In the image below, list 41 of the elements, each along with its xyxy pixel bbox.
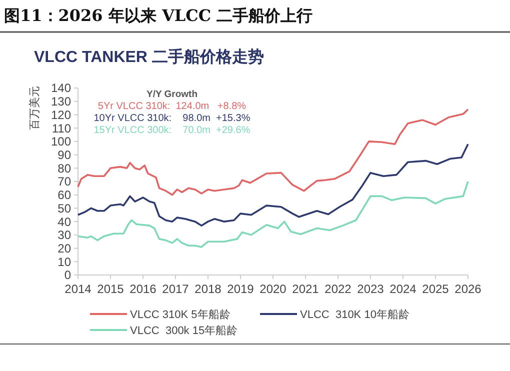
x-tick-label: 2014 [64,282,92,296]
y-tick-label: 120 [50,108,72,122]
y-tick-label: 30 [58,228,72,242]
y-tick-label: 60 [58,188,72,202]
legend-label: VLCC 310K 10年船龄 [300,308,410,321]
x-tick-label: 2023 [357,282,384,296]
annotation: 5Yr VLCC 310k: 124.0m +8.8% [98,101,246,112]
y-tick-label: 50 [58,201,72,216]
x-tick-label: 2022 [324,282,352,296]
annotation: 10Yr VLCC 310k: 98.0m +15.3% [94,113,250,124]
x-tick-label: 2016 [130,282,157,296]
y-tick-label: 0 [64,268,72,282]
y-tick-label: 130 [50,94,72,109]
y-tick-label: 90 [58,148,72,162]
x-tick-label: 2020 [260,282,287,296]
x-tick-label: 2025 [422,282,450,296]
annotation: 15Yr VLCC 300k: 70.0m +29.6% [94,125,250,136]
annotation: Y/Y Growth [146,89,198,100]
y-tick-label: 10 [58,254,72,269]
x-tick-label: 2018 [194,282,222,296]
line-series [77,108,469,196]
y-tick-label: 70 [58,174,72,189]
x-tick-label: 2024 [390,282,417,296]
legend-label: VLCC 300k 15年船龄 [130,324,238,337]
x-tick-label: 2026 [454,282,482,296]
y-axis-title: 百万美元 [28,86,41,130]
x-tick-label: 2015 [97,282,124,296]
x-tick-label: 2019 [227,282,254,296]
y-tick-label: 110 [52,121,72,136]
y-tick-label: 100 [50,134,72,149]
y-tick-label: 40 [58,214,72,229]
chart-title: 图11：2026 年以来 VLCC 二手船价上行 [4,6,313,25]
chart-subtitle: VLCC TANKER 二手船价格走势 [34,48,264,66]
y-tick-label: 20 [58,241,72,256]
line-series [77,180,469,248]
y-tick-label: 80 [58,161,72,176]
x-tick-label: 2021 [292,282,320,296]
line-series [77,143,469,226]
legend-label: VLCC 310K 5年船龄 [130,308,230,321]
y-tick-label: 140 [50,81,72,96]
x-tick-label: 2017 [162,282,190,296]
